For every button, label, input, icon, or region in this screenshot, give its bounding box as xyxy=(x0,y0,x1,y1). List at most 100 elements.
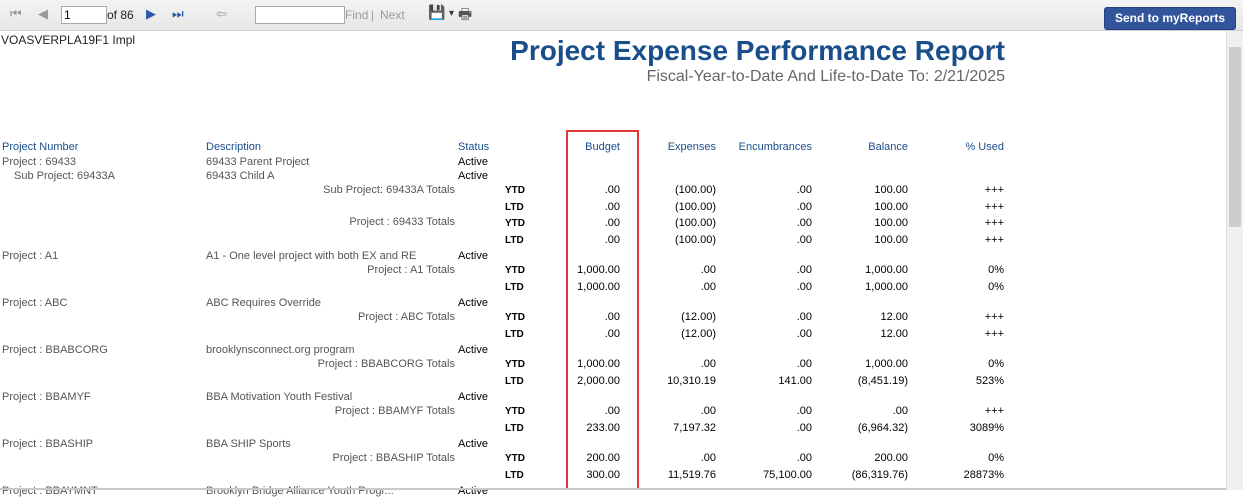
balance-value: 100.00 xyxy=(874,217,908,229)
period-label: LTD xyxy=(505,329,524,340)
balance-value: 100.00 xyxy=(874,201,908,213)
budget-value: .00 xyxy=(604,328,620,340)
project-label: Project : 69433 xyxy=(2,156,76,168)
balance-value: (6,964.32) xyxy=(857,422,908,434)
expenses-value: 7,197.32 xyxy=(673,422,716,434)
budget-value: .00 xyxy=(604,217,620,229)
expenses-value: .00 xyxy=(700,281,716,293)
last-page-icon[interactable]: ⏭ xyxy=(172,6,184,21)
period-label: YTD xyxy=(505,265,525,276)
first-page-icon[interactable]: ⏮ xyxy=(10,6,22,21)
page-number-input[interactable] xyxy=(61,6,107,24)
encumbrances-value: .00 xyxy=(796,422,812,434)
balance-value: 1,000.00 xyxy=(865,358,908,370)
pct-used-value: +++ xyxy=(984,217,1004,229)
expenses-value: 10,310.19 xyxy=(667,375,716,387)
print-icon[interactable]: 🖶 xyxy=(458,6,473,23)
send-to-myreports-button[interactable]: Send to myReports xyxy=(1104,7,1236,30)
header-encumbrances: Encumbrances xyxy=(738,141,812,153)
encumbrances-value: .00 xyxy=(796,264,812,276)
encumbrances-value: .00 xyxy=(796,452,812,464)
page-count-label: of 86 xyxy=(107,8,134,22)
header-budget: Budget xyxy=(585,141,620,153)
expenses-value: (100.00) xyxy=(675,184,716,196)
budget-value: .00 xyxy=(604,405,620,417)
pct-used-value: 0% xyxy=(988,452,1004,464)
period-label: LTD xyxy=(505,423,524,434)
next-page-icon[interactable]: ▶ xyxy=(146,6,156,21)
encumbrances-value: .00 xyxy=(796,234,812,246)
period-label: LTD xyxy=(505,376,524,387)
expenses-value: .00 xyxy=(700,452,716,464)
header-project-number: Project Number xyxy=(2,141,79,153)
bottom-divider xyxy=(0,488,1226,490)
period-label: LTD xyxy=(505,202,524,213)
balance-value: 12.00 xyxy=(880,311,908,323)
pct-used-value: +++ xyxy=(984,201,1004,213)
totals-label: Project : ABC Totals xyxy=(357,311,455,323)
find-input[interactable] xyxy=(255,6,345,24)
pct-used-value: 0% xyxy=(988,264,1004,276)
expenses-value: (12.00) xyxy=(681,328,716,340)
encumbrances-value: .00 xyxy=(796,281,812,293)
export-icon[interactable]: 💾 xyxy=(428,4,446,20)
period-label: LTD xyxy=(505,282,524,293)
pct-used-value: +++ xyxy=(984,311,1004,323)
balance-value: .00 xyxy=(892,405,908,417)
project-label: Project : BBASHIP xyxy=(2,438,94,450)
pct-used-value: +++ xyxy=(984,184,1004,196)
budget-value: 200.00 xyxy=(586,452,620,464)
back-icon[interactable]: ⇦ xyxy=(216,6,227,21)
report-toolbar: ⏮ ◀ of 86 ▶ ⏭ ⇦ Find | Next 💾 ▾ 🖶 Send t… xyxy=(0,0,1243,31)
expenses-value: .00 xyxy=(700,358,716,370)
project-description: BBA SHIP Sports xyxy=(206,438,291,450)
expenses-value: (100.00) xyxy=(675,234,716,246)
find-link[interactable]: Find xyxy=(345,8,369,22)
project-status: Active xyxy=(458,250,488,262)
previous-page-icon[interactable]: ◀ xyxy=(38,6,48,21)
project-description: BBA Motivation Youth Festival xyxy=(206,391,353,403)
totals-label: Project : BBAMYF Totals xyxy=(334,405,455,417)
project-label: Project : ABC xyxy=(2,297,68,309)
encumbrances-value: .00 xyxy=(796,184,812,196)
budget-value: .00 xyxy=(604,234,620,246)
period-label: YTD xyxy=(505,218,525,229)
chevron-down-icon[interactable]: ▾ xyxy=(449,8,455,19)
pct-used-value: +++ xyxy=(984,234,1004,246)
project-description: 69433 Child A xyxy=(206,170,275,182)
expenses-value: .00 xyxy=(700,264,716,276)
pct-used-value: 0% xyxy=(988,358,1004,370)
period-label: YTD xyxy=(505,185,525,196)
logo-image-alt: VOASVERPLA19F1 Impl xyxy=(1,33,136,47)
balance-value: 1,000.00 xyxy=(865,281,908,293)
project-status: Active xyxy=(458,344,488,356)
encumbrances-value: .00 xyxy=(796,217,812,229)
budget-value: .00 xyxy=(604,201,620,213)
project-description: ABC Requires Override xyxy=(206,297,321,309)
find-next-link[interactable]: Next xyxy=(380,8,405,22)
budget-value: 233.00 xyxy=(586,422,620,434)
expenses-value: .00 xyxy=(700,405,716,417)
pct-used-value: 28873% xyxy=(963,469,1004,481)
budget-value: .00 xyxy=(604,184,620,196)
balance-value: (8,451.19) xyxy=(857,375,908,387)
budget-value: 1,000.00 xyxy=(577,358,620,370)
pct-used-value: 0% xyxy=(988,281,1004,293)
balance-value: (86,319.76) xyxy=(851,469,908,481)
encumbrances-value: .00 xyxy=(796,405,812,417)
project-status: Active xyxy=(458,391,488,403)
project-label: Sub Project: 69433A xyxy=(14,170,115,182)
header-description: Description xyxy=(206,141,262,153)
scrollbar-thumb[interactable] xyxy=(1229,47,1241,227)
vertical-scrollbar[interactable] xyxy=(1226,31,1243,490)
project-description: 69433 Parent Project xyxy=(206,156,310,168)
balance-value: 1,000.00 xyxy=(865,264,908,276)
encumbrances-value: 75,100.00 xyxy=(763,469,812,481)
balance-value: 200.00 xyxy=(874,452,908,464)
project-status: Active xyxy=(458,485,488,497)
totals-label: Sub Project: 69433A Totals xyxy=(323,184,455,196)
project-status: Active xyxy=(458,438,488,450)
header-expenses: Expenses xyxy=(667,141,716,153)
project-description: brooklynsconnect.org program xyxy=(206,344,355,356)
project-description: A1 - One level project with both EX and … xyxy=(206,250,417,262)
